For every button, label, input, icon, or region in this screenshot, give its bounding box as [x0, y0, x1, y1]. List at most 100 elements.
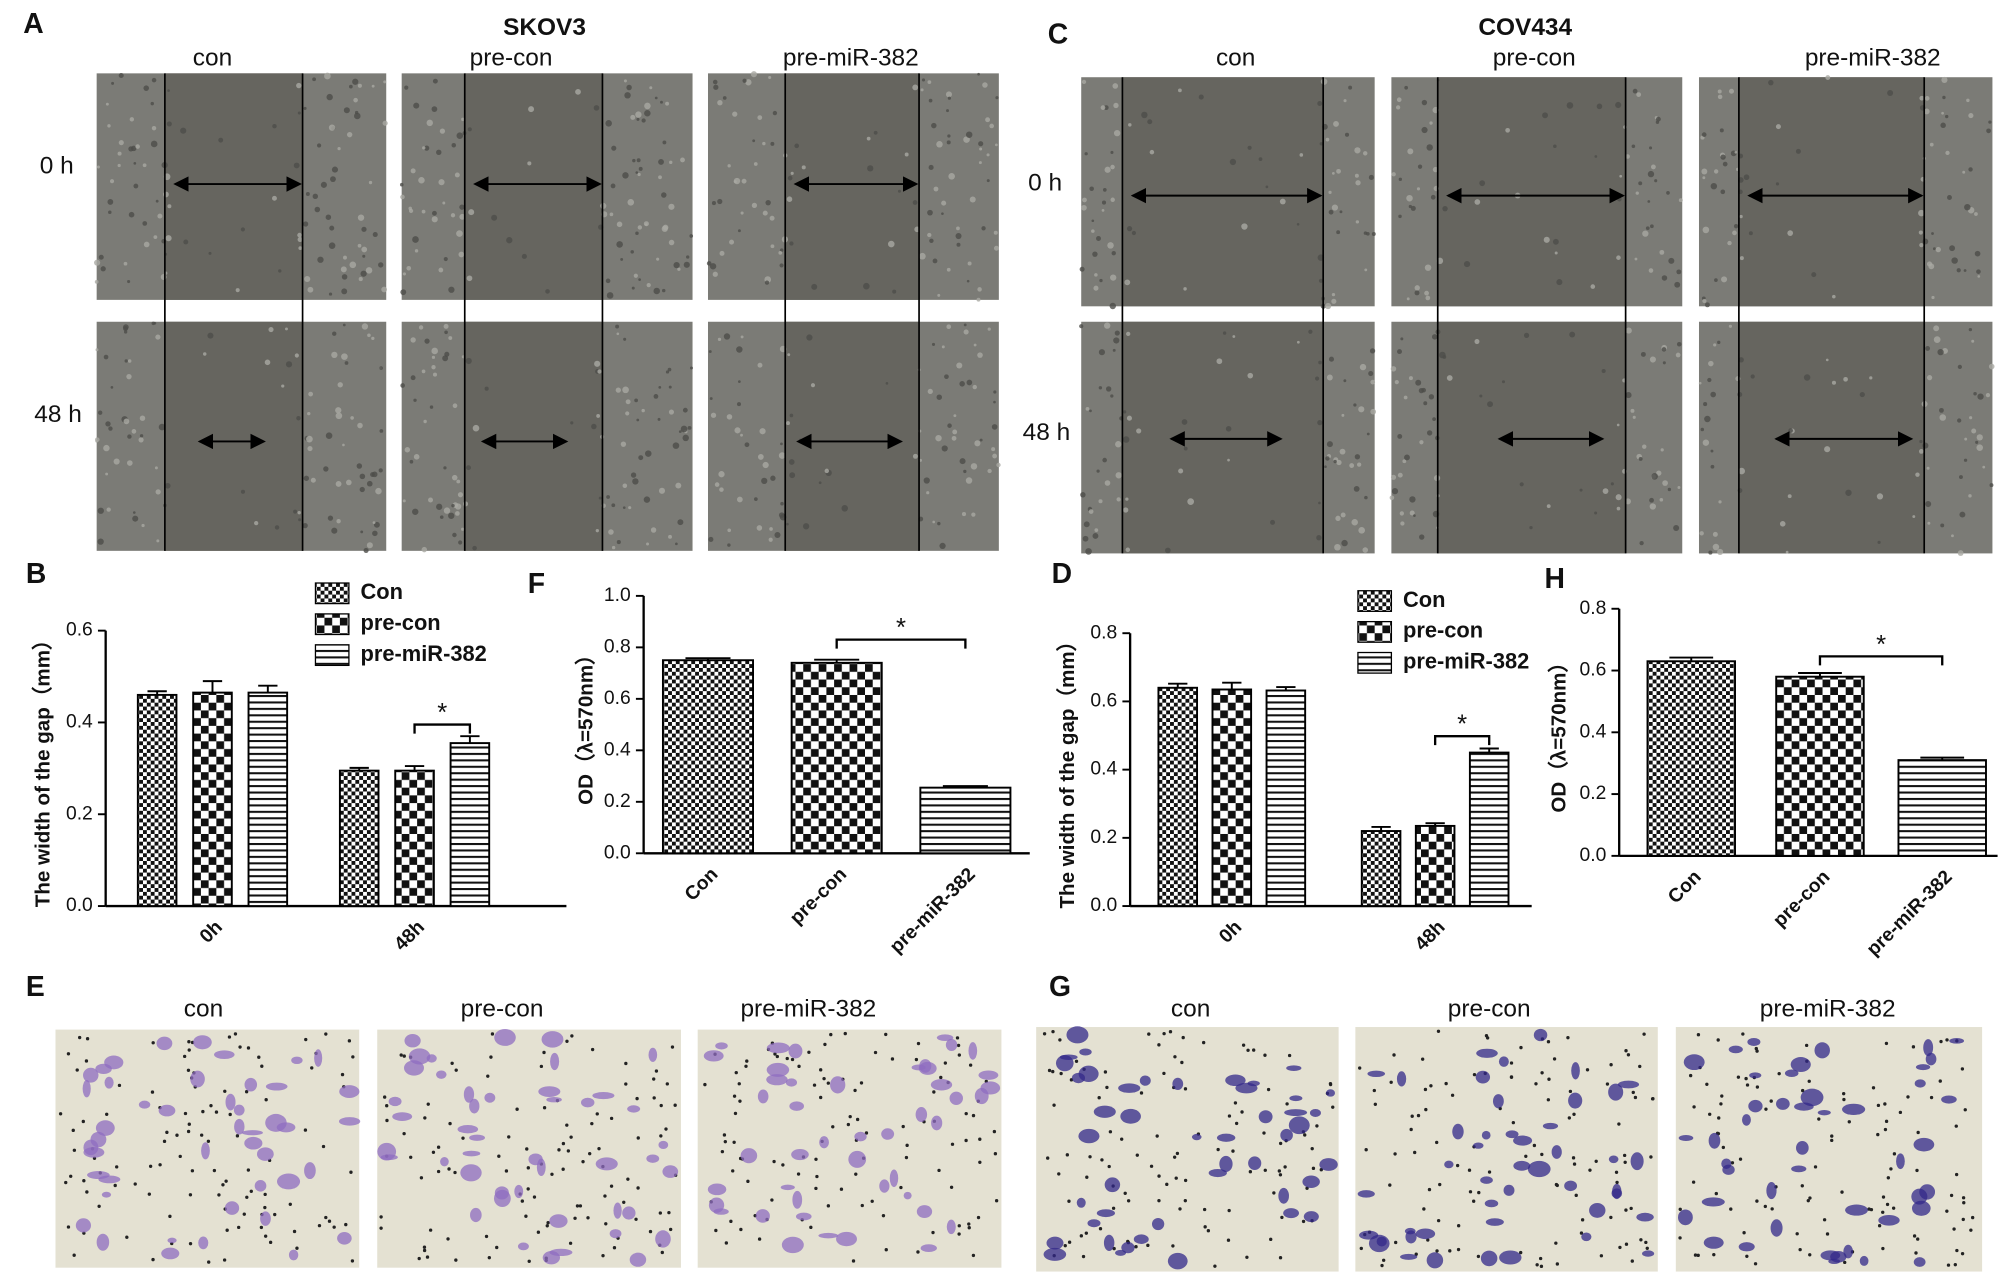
cell: [1661, 275, 1668, 281]
pore: [536, 1230, 541, 1234]
cell: [107, 199, 114, 205]
cell: [468, 209, 475, 216]
cell: [201, 1142, 210, 1160]
pore: [609, 1116, 614, 1121]
cell: [667, 367, 672, 372]
cell: [1728, 88, 1735, 94]
cell: [1485, 1218, 1504, 1226]
cell: [762, 461, 769, 469]
cell: [1092, 533, 1099, 539]
cell: [1966, 98, 1970, 103]
wound-area: [1122, 77, 1324, 307]
cell: [339, 1085, 360, 1098]
cell: [1645, 226, 1650, 231]
cell: [1738, 467, 1745, 475]
pore: [916, 1041, 921, 1046]
pore: [949, 1185, 954, 1189]
cell: [1737, 391, 1743, 397]
pore: [1546, 1040, 1551, 1044]
cell: [713, 84, 719, 90]
cell: [1940, 122, 1946, 129]
cell: [1714, 278, 1718, 282]
cell: [1529, 526, 1533, 530]
pore: [1808, 1253, 1812, 1257]
x-tick-label: pre-miR-382: [886, 864, 980, 958]
cell: [1353, 403, 1357, 407]
cell: [733, 180, 737, 184]
pore: [288, 1202, 292, 1206]
cell: [330, 176, 336, 183]
cell: [546, 1096, 562, 1103]
pore: [1843, 1260, 1847, 1265]
pore: [292, 1229, 297, 1234]
cell: [1405, 1230, 1417, 1244]
cell: [1391, 488, 1399, 495]
pore: [1571, 1156, 1576, 1160]
pore: [351, 1055, 355, 1059]
pore: [1649, 1155, 1653, 1159]
cell: [1642, 230, 1649, 237]
cell: [665, 370, 670, 374]
pore: [566, 1149, 571, 1153]
pore: [1468, 1190, 1473, 1194]
pore: [1633, 1095, 1638, 1100]
cell: [342, 323, 346, 327]
bar: [192, 691, 233, 908]
pore: [419, 1176, 424, 1180]
pore: [1842, 1097, 1846, 1102]
cell: [304, 1162, 316, 1180]
pore: [1755, 1085, 1760, 1089]
cell: [1931, 232, 1934, 235]
cell: [138, 1100, 151, 1109]
cell: [977, 352, 983, 358]
cell: [143, 85, 150, 91]
cell: [1941, 1095, 1957, 1104]
cell: [912, 84, 919, 91]
cell: [1710, 182, 1718, 190]
cell: [1424, 290, 1429, 296]
pore: [1946, 1263, 1951, 1267]
cell: [442, 201, 446, 205]
cell: [750, 71, 757, 78]
pore: [1696, 1253, 1700, 1258]
pore: [447, 1167, 451, 1171]
bar: [1265, 689, 1307, 908]
cell: [633, 273, 638, 278]
cell: [613, 1202, 622, 1219]
cell: [1430, 194, 1436, 200]
pore: [1266, 1087, 1271, 1092]
cell: [1366, 432, 1370, 436]
cell: [126, 460, 133, 466]
legend-swatch: [314, 613, 350, 636]
pore: [1572, 1162, 1577, 1166]
cell: [461, 527, 465, 531]
cell: [1739, 256, 1744, 261]
pore: [971, 1253, 976, 1258]
cell: [506, 237, 513, 244]
pore: [1450, 1093, 1455, 1097]
cell: [338, 1117, 361, 1126]
pore: [737, 1082, 741, 1086]
cell: [744, 442, 750, 448]
cell: [456, 479, 461, 484]
cell: [1635, 191, 1639, 195]
cell: [94, 280, 99, 284]
cell: [359, 486, 365, 493]
cell: [931, 122, 937, 129]
cell: [926, 491, 930, 495]
pore: [1485, 1036, 1490, 1040]
cell: [657, 417, 661, 421]
cell: [971, 512, 976, 517]
cell: [1103, 1234, 1115, 1251]
pore: [1540, 1071, 1544, 1075]
bar: [1897, 759, 1987, 857]
cell: [703, 1050, 724, 1062]
cell: [792, 1190, 803, 1209]
cell: [362, 254, 366, 258]
cell: [101, 1191, 112, 1198]
cell: [1341, 413, 1345, 417]
cell: [1896, 1153, 1905, 1170]
cell: [769, 215, 775, 221]
cell: [153, 235, 158, 239]
cell: [132, 511, 136, 514]
